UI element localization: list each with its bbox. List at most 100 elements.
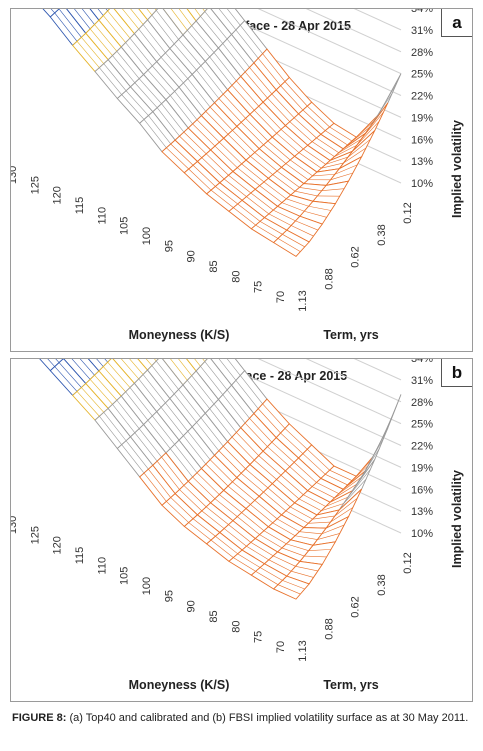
surface-hatch bbox=[223, 446, 246, 470]
surface-hatch bbox=[166, 501, 189, 523]
surface-hatch bbox=[272, 174, 296, 192]
x-tick-label: 110 bbox=[96, 207, 108, 225]
surface-hatch bbox=[183, 485, 207, 508]
x-tick-label: 115 bbox=[74, 547, 86, 565]
surface-hatch bbox=[329, 469, 353, 481]
surface-hatch bbox=[125, 440, 149, 470]
z-tick-label: 28% bbox=[411, 397, 433, 409]
gridline bbox=[209, 359, 402, 446]
z-tick-label: 34% bbox=[411, 359, 433, 365]
z-tick-label: 25% bbox=[411, 69, 433, 81]
surface-hatch bbox=[280, 129, 304, 150]
surface-hatch bbox=[236, 80, 259, 107]
z-tick-label: 22% bbox=[411, 91, 433, 103]
surface-hatch bbox=[122, 9, 139, 30]
surface-hatch bbox=[178, 389, 202, 419]
y-tick-label: 0.38 bbox=[376, 574, 388, 595]
surface-hatch bbox=[254, 152, 278, 172]
z-tick-label: 13% bbox=[411, 156, 433, 168]
caption-label: FIGURE 8: bbox=[12, 712, 67, 724]
surface-hatch bbox=[196, 472, 220, 495]
x-tick-label: 95 bbox=[163, 240, 175, 252]
surface-hatch bbox=[188, 522, 212, 541]
surface-hatch bbox=[116, 400, 140, 429]
surface-hatch bbox=[215, 536, 238, 555]
surface-hatch bbox=[282, 580, 305, 590]
surface-hatch bbox=[192, 165, 216, 187]
surface-hatch bbox=[99, 416, 122, 445]
surface-hatch bbox=[173, 43, 197, 71]
surface-hatch bbox=[228, 524, 252, 543]
surface-hatch bbox=[280, 432, 304, 454]
surface-hatch bbox=[231, 85, 255, 111]
surface-hatch bbox=[286, 543, 309, 551]
surface-hatch bbox=[232, 130, 256, 153]
surface-hatch bbox=[303, 494, 326, 507]
surface-hatch bbox=[183, 435, 206, 465]
y-tick-label: 0.62 bbox=[350, 596, 362, 617]
surface-hatch bbox=[200, 417, 224, 447]
surface-hatch bbox=[134, 82, 158, 108]
surface-hatch bbox=[241, 163, 265, 183]
surface-hatch bbox=[321, 503, 344, 512]
surface-hatch bbox=[290, 506, 313, 520]
surface-hatch bbox=[179, 489, 203, 512]
x-axis-label: Moneyness (K/S) bbox=[129, 678, 230, 692]
x-tick-label: 75 bbox=[253, 631, 265, 643]
surface-hatch bbox=[271, 441, 295, 463]
surface-hatch bbox=[285, 163, 309, 180]
surface-hatch bbox=[89, 379, 113, 405]
surface-hatch bbox=[267, 487, 291, 508]
surface-hatch bbox=[151, 14, 175, 45]
surface-hatch bbox=[254, 459, 277, 480]
surface-hatch bbox=[165, 52, 189, 79]
surface-hatch bbox=[235, 380, 259, 409]
surface-hatch bbox=[285, 510, 309, 524]
surface-hatch bbox=[254, 500, 278, 520]
surface-hatch bbox=[347, 469, 371, 498]
surface-hatch bbox=[245, 468, 269, 489]
surface-hatch bbox=[280, 474, 304, 496]
z-tick-label: 16% bbox=[411, 134, 433, 146]
surface-hatch bbox=[298, 152, 322, 169]
surface-hatch bbox=[290, 159, 313, 177]
surface-hatch bbox=[146, 9, 153, 16]
surface-hatch bbox=[174, 444, 198, 473]
surface-hatch bbox=[304, 210, 327, 218]
surface-hatch bbox=[237, 553, 261, 568]
surface-hatch bbox=[200, 366, 224, 395]
gridline bbox=[305, 9, 402, 53]
x-tick-label: 125 bbox=[29, 526, 41, 544]
surface-hatch bbox=[312, 515, 335, 520]
surface-hatch bbox=[325, 496, 349, 507]
surface-hatch bbox=[196, 422, 220, 451]
surface-hatch bbox=[47, 359, 55, 367]
surface-hatch bbox=[99, 67, 122, 95]
surface-hatch bbox=[276, 133, 300, 153]
surface-hatch bbox=[96, 359, 104, 367]
surface-hatch bbox=[148, 115, 171, 145]
surface-hatch bbox=[240, 122, 264, 146]
surface-hatch bbox=[161, 456, 185, 486]
surface-hatch bbox=[240, 375, 263, 405]
surface-hatch bbox=[112, 404, 136, 433]
figure-caption: FIGURE 8: (a) Top40 and calibrated and (… bbox=[12, 711, 474, 725]
surface-hatch bbox=[76, 391, 100, 417]
surface-hatch bbox=[321, 188, 345, 191]
surface-hatch bbox=[103, 412, 127, 441]
surface-hatch bbox=[308, 205, 332, 211]
surface-hatch bbox=[276, 170, 300, 188]
surface-hatch bbox=[213, 403, 237, 433]
surface-hatch bbox=[209, 459, 233, 483]
surface-hatch bbox=[258, 408, 281, 434]
x-tick-label: 80 bbox=[230, 621, 242, 633]
surface-hatch bbox=[227, 134, 251, 157]
gridline bbox=[257, 9, 402, 75]
surface-hatch bbox=[267, 140, 291, 161]
surface-hatch bbox=[142, 24, 166, 54]
surface-hatch bbox=[325, 156, 349, 165]
surface-hatch bbox=[227, 485, 251, 505]
y-tick-label: 0.88 bbox=[323, 618, 335, 639]
surface-hatch bbox=[218, 98, 242, 123]
z-tick-label: 13% bbox=[411, 506, 433, 518]
